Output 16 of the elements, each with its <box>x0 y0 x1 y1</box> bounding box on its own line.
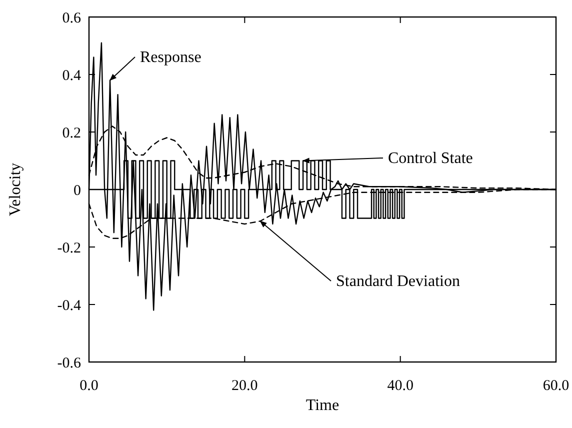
legend-label: Control State <box>388 150 473 167</box>
y-tick-label: -0.6 <box>57 355 82 372</box>
text: Standard Deviation <box>336 273 460 290</box>
y-tick-label: 0.6 <box>62 10 82 26</box>
x-tick-label: 40.0 <box>387 378 414 394</box>
x-axis-title: Time <box>306 397 340 414</box>
y-tick-label: 0.4 <box>62 68 82 84</box>
y-tick-label: 0.2 <box>62 125 81 142</box>
y-tick-label: -0.4 <box>57 298 82 314</box>
legend-label: Response <box>140 49 202 66</box>
y-axis-title: Velocity <box>7 162 24 216</box>
x-tick-label: 20.0 <box>232 378 258 394</box>
y-tick-label: -0.2 <box>57 240 81 256</box>
x-tick-label: 0.0 <box>80 378 98 394</box>
x-tick-label: 60.0 <box>542 378 570 394</box>
y-tick-label: 0 <box>74 182 81 199</box>
